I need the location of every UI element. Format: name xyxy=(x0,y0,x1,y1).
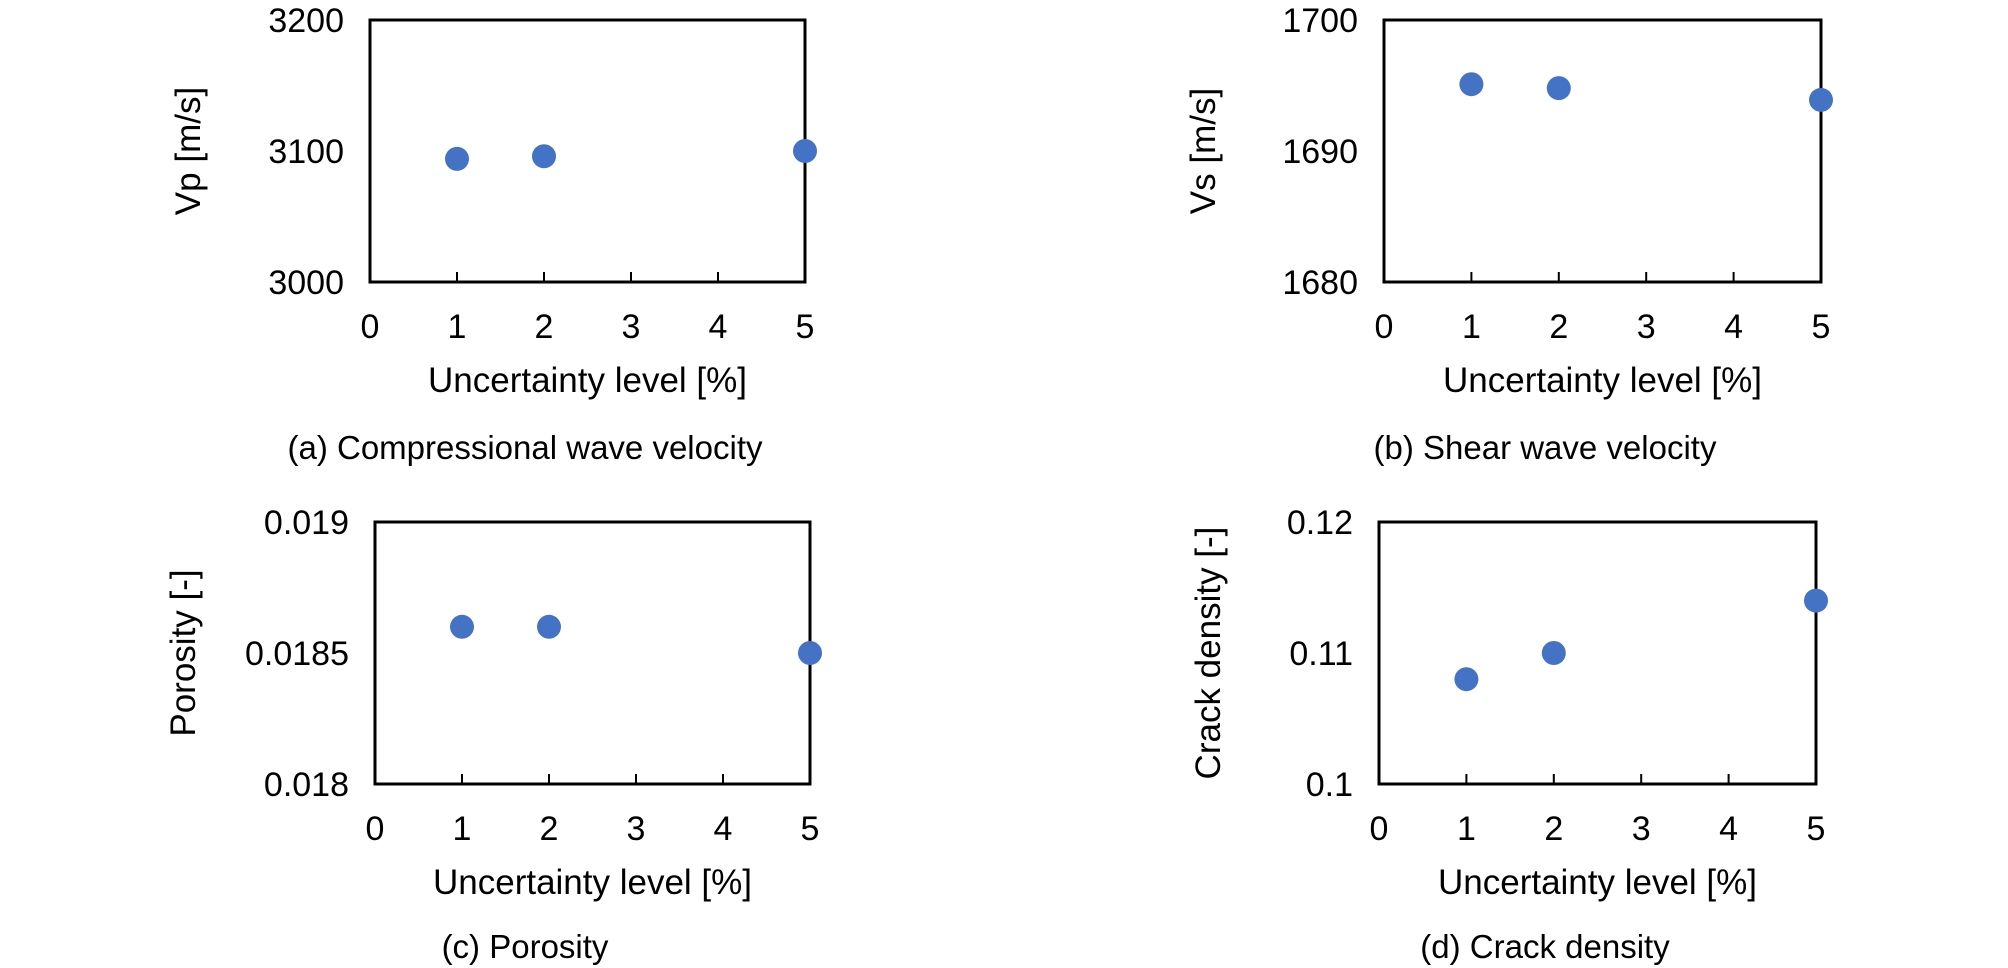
y-tick-label: 3000 xyxy=(268,264,344,302)
data-point xyxy=(793,139,817,163)
data-point xyxy=(532,144,556,169)
data-point xyxy=(445,146,469,171)
y-tick-label: 3200 xyxy=(268,2,344,40)
x-tick-label: 1 xyxy=(448,308,467,346)
x-tick-label: 5 xyxy=(796,308,815,346)
chart-panel-a: 0 1 2 3 4 5 3000 3100 3200 Uncertainty level [%] V… xyxy=(169,2,817,466)
y-tick-label: 3100 xyxy=(268,133,344,171)
data-point xyxy=(537,614,561,639)
figure-caption: (c) Porosity xyxy=(442,928,609,965)
plot-frame xyxy=(373,520,812,786)
x-tick-label: 5 xyxy=(1812,308,1831,346)
y-tick-label: 0.0185 xyxy=(245,635,349,673)
y-tick-label: 0.1 xyxy=(1306,766,1353,804)
y-tick-label: 1680 xyxy=(1282,264,1358,302)
y-tick-label: 1690 xyxy=(1282,133,1358,171)
x-tick-label: 1 xyxy=(453,810,472,848)
x-tick-label: 4 xyxy=(709,308,728,346)
x-tick-label: 2 xyxy=(1549,308,1568,346)
y-tick-label: 1700 xyxy=(1282,2,1358,40)
chart-panel-b: 0 1 2 3 4 5 1680 1690 1700 Uncertainty level [%] V… xyxy=(1184,2,1833,466)
y-tick-label: 0.11 xyxy=(1289,635,1353,673)
x-tick-label: 3 xyxy=(1632,810,1651,848)
x-tick-label: 3 xyxy=(622,308,641,346)
x-tick-label: 4 xyxy=(1719,810,1738,848)
y-tick-label: 0.019 xyxy=(264,504,349,542)
x-tick-label: 5 xyxy=(1807,810,1826,848)
figure-caption: (a) Compressional wave velocity xyxy=(287,429,763,466)
y-axis-title: Porosity [-] xyxy=(164,569,203,736)
x-tick-label: 5 xyxy=(801,810,820,848)
chart-panel-c: 0 1 2 3 4 5 0.018 0.0185 0.019 Uncertainty level … xyxy=(164,504,822,965)
x-tick-label: 2 xyxy=(540,810,559,848)
x-tick-label: 4 xyxy=(714,810,733,848)
x-tick-label: 0 xyxy=(1370,810,1389,848)
data-point xyxy=(1804,588,1828,613)
x-axis-title: Uncertainty level [%] xyxy=(428,361,747,400)
data-point xyxy=(1459,72,1484,97)
x-tick-label: 0 xyxy=(1375,308,1394,346)
figure-caption: (d) Crack density xyxy=(1420,928,1670,965)
plot-frame xyxy=(368,18,807,284)
x-tick-label: 0 xyxy=(366,810,385,848)
x-tick-label: 2 xyxy=(1544,810,1563,848)
data-point xyxy=(1546,76,1571,101)
data-point xyxy=(1454,667,1479,692)
chart-panel-d: 0 1 2 3 4 5 0.1 0.11 0.12 Uncertainty level [%] Cr… xyxy=(1189,504,1828,965)
x-tick-label: 3 xyxy=(1637,308,1656,346)
y-axis-title: Crack density [-] xyxy=(1189,527,1228,780)
data-point xyxy=(450,614,474,639)
data-point xyxy=(1541,641,1566,665)
x-tick-label: 4 xyxy=(1724,308,1743,346)
plot-frame xyxy=(1377,520,1818,786)
plot-frame xyxy=(1382,18,1823,284)
y-axis-title: Vs [m/s] xyxy=(1184,88,1223,214)
x-tick-label: 0 xyxy=(361,308,380,346)
y-axis-title: Vp [m/s] xyxy=(169,87,208,215)
x-tick-label: 2 xyxy=(535,308,554,346)
x-tick-label: 3 xyxy=(627,810,646,848)
y-tick-label: 0.12 xyxy=(1287,504,1353,542)
x-axis-title: Uncertainty level [%] xyxy=(433,863,752,902)
x-tick-label: 1 xyxy=(1462,308,1481,346)
y-tick-label: 0.018 xyxy=(264,766,349,804)
x-tick-label: 1 xyxy=(1457,810,1476,848)
data-point xyxy=(1809,87,1833,112)
x-axis-title: Uncertainty level [%] xyxy=(1438,863,1757,902)
figure-caption: (b) Shear wave velocity xyxy=(1374,429,1717,466)
x-axis-title: Uncertainty level [%] xyxy=(1443,361,1762,400)
data-point xyxy=(798,641,822,665)
